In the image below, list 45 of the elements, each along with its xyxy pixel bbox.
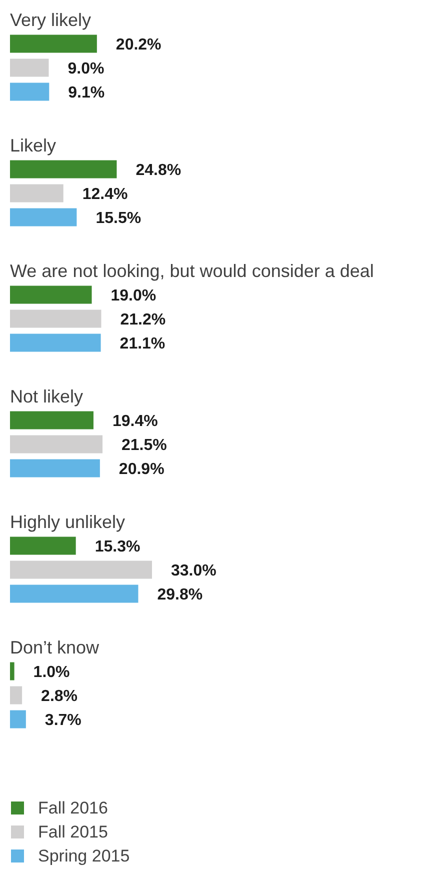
data-label: 2.8% (41, 688, 78, 706)
data-label: 21.2% (120, 312, 166, 329)
bar (10, 310, 102, 328)
data-label: 20.9% (118, 461, 164, 478)
y-tick-label: Likely (10, 136, 56, 156)
data-label: 9.1% (68, 84, 105, 102)
data-label: 15.5% (96, 210, 142, 228)
legend-label: Spring 2015 (38, 846, 130, 866)
data-label: 24.8% (136, 162, 182, 180)
bar (10, 560, 152, 579)
bar (10, 160, 117, 178)
data-label: 19.0% (110, 288, 156, 305)
y-tick-label: Don’t know (10, 638, 100, 658)
y-tick-label: Not likely (10, 386, 84, 406)
bar (10, 286, 92, 304)
data-label: 29.8% (157, 586, 203, 604)
bar (10, 82, 50, 101)
data-label: 1.0% (33, 664, 70, 682)
data-label: 33.0% (171, 562, 216, 580)
legend-label: Fall 2015 (38, 822, 108, 842)
data-label: 21.5% (122, 437, 167, 454)
bar (10, 536, 76, 555)
bar (10, 411, 94, 430)
bar (10, 334, 101, 352)
legend-label: Fall 2016 (38, 798, 108, 818)
bar (10, 459, 100, 478)
bar (10, 184, 64, 202)
y-tick-label: Very likely (10, 10, 92, 30)
data-label: 19.4% (112, 413, 158, 430)
bar (10, 58, 49, 77)
y-tick-label: Highly unlikely (10, 512, 126, 532)
bar (10, 34, 97, 53)
data-label: 9.0% (68, 60, 104, 78)
data-label: 12.4% (82, 186, 128, 204)
y-tick-label: We are not looking, but would consider a deal (10, 261, 374, 281)
data-label: 21.1% (120, 336, 166, 353)
bar (10, 662, 14, 680)
data-label: 3.7% (44, 712, 82, 730)
data-label: 20.2% (116, 36, 162, 54)
data-label: 15.3% (94, 538, 140, 556)
bar (10, 584, 138, 603)
bar (10, 686, 22, 704)
bar (10, 435, 103, 454)
bar (10, 208, 77, 226)
bar (10, 710, 26, 728)
